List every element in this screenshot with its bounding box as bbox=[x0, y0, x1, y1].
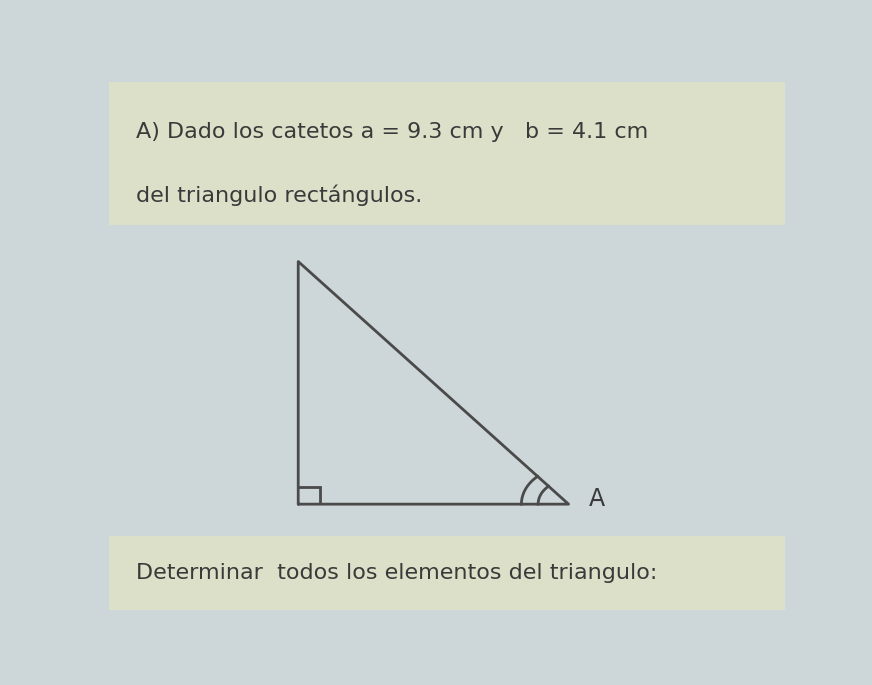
Text: A) Dado los catetos a = 9.3 cm y   b = 4.1 cm: A) Dado los catetos a = 9.3 cm y b = 4.1… bbox=[136, 123, 648, 142]
FancyBboxPatch shape bbox=[109, 536, 785, 610]
Text: A: A bbox=[589, 487, 605, 511]
FancyBboxPatch shape bbox=[109, 82, 785, 225]
Text: del triangulo rectángulos.: del triangulo rectángulos. bbox=[136, 185, 422, 206]
Text: Determinar  todos los elementos del triangulo:: Determinar todos los elementos del trian… bbox=[136, 563, 657, 583]
